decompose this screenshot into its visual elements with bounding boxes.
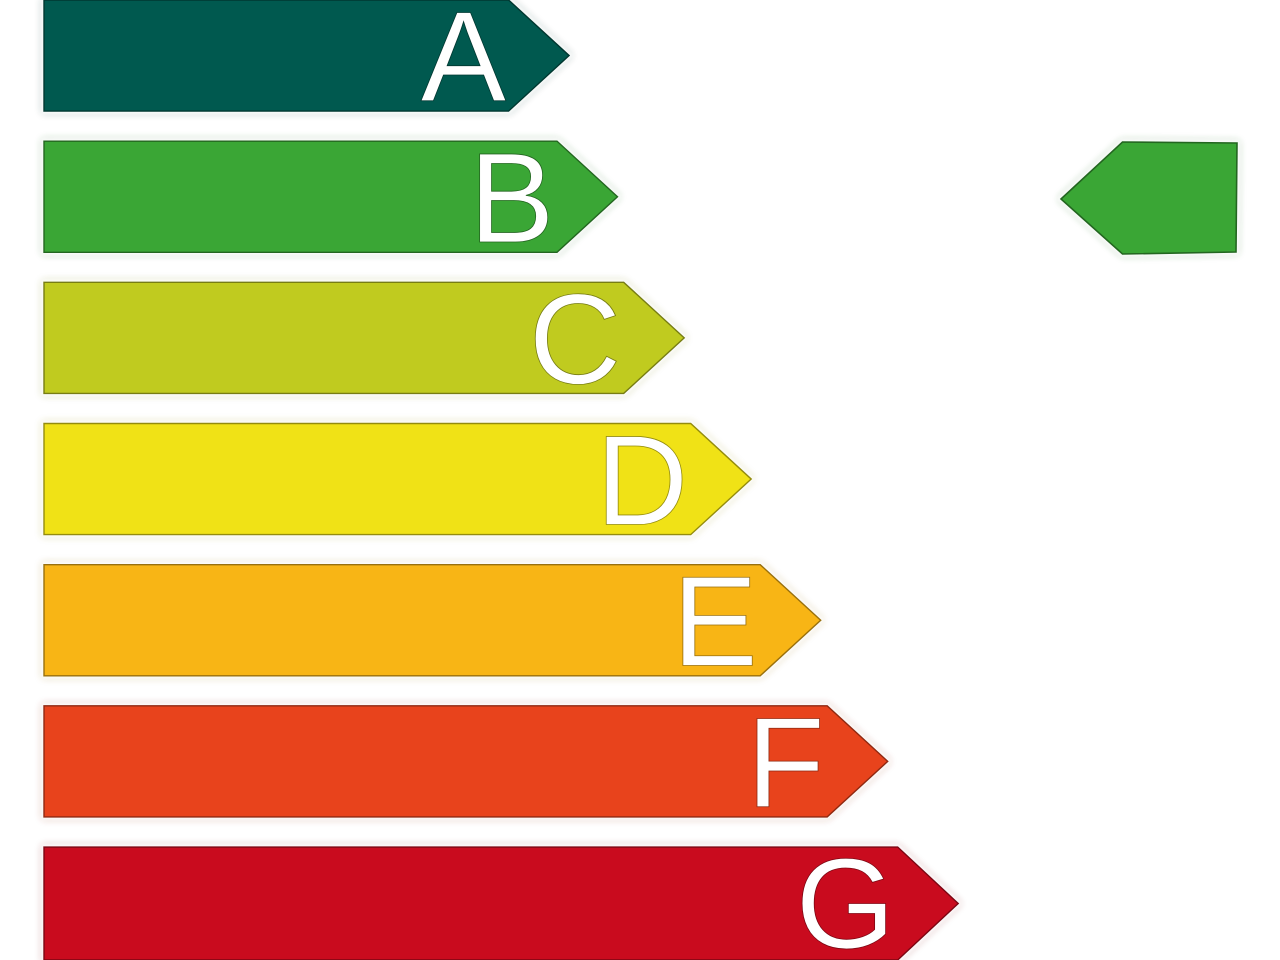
- svg-text:B: B: [469, 127, 554, 270]
- svg-text:F: F: [747, 692, 825, 835]
- svg-text:C: C: [529, 268, 621, 411]
- svg-text:A: A: [421, 0, 507, 129]
- svg-text:D: D: [596, 410, 688, 553]
- svg-text:E: E: [672, 551, 757, 694]
- svg-text:G: G: [796, 833, 896, 960]
